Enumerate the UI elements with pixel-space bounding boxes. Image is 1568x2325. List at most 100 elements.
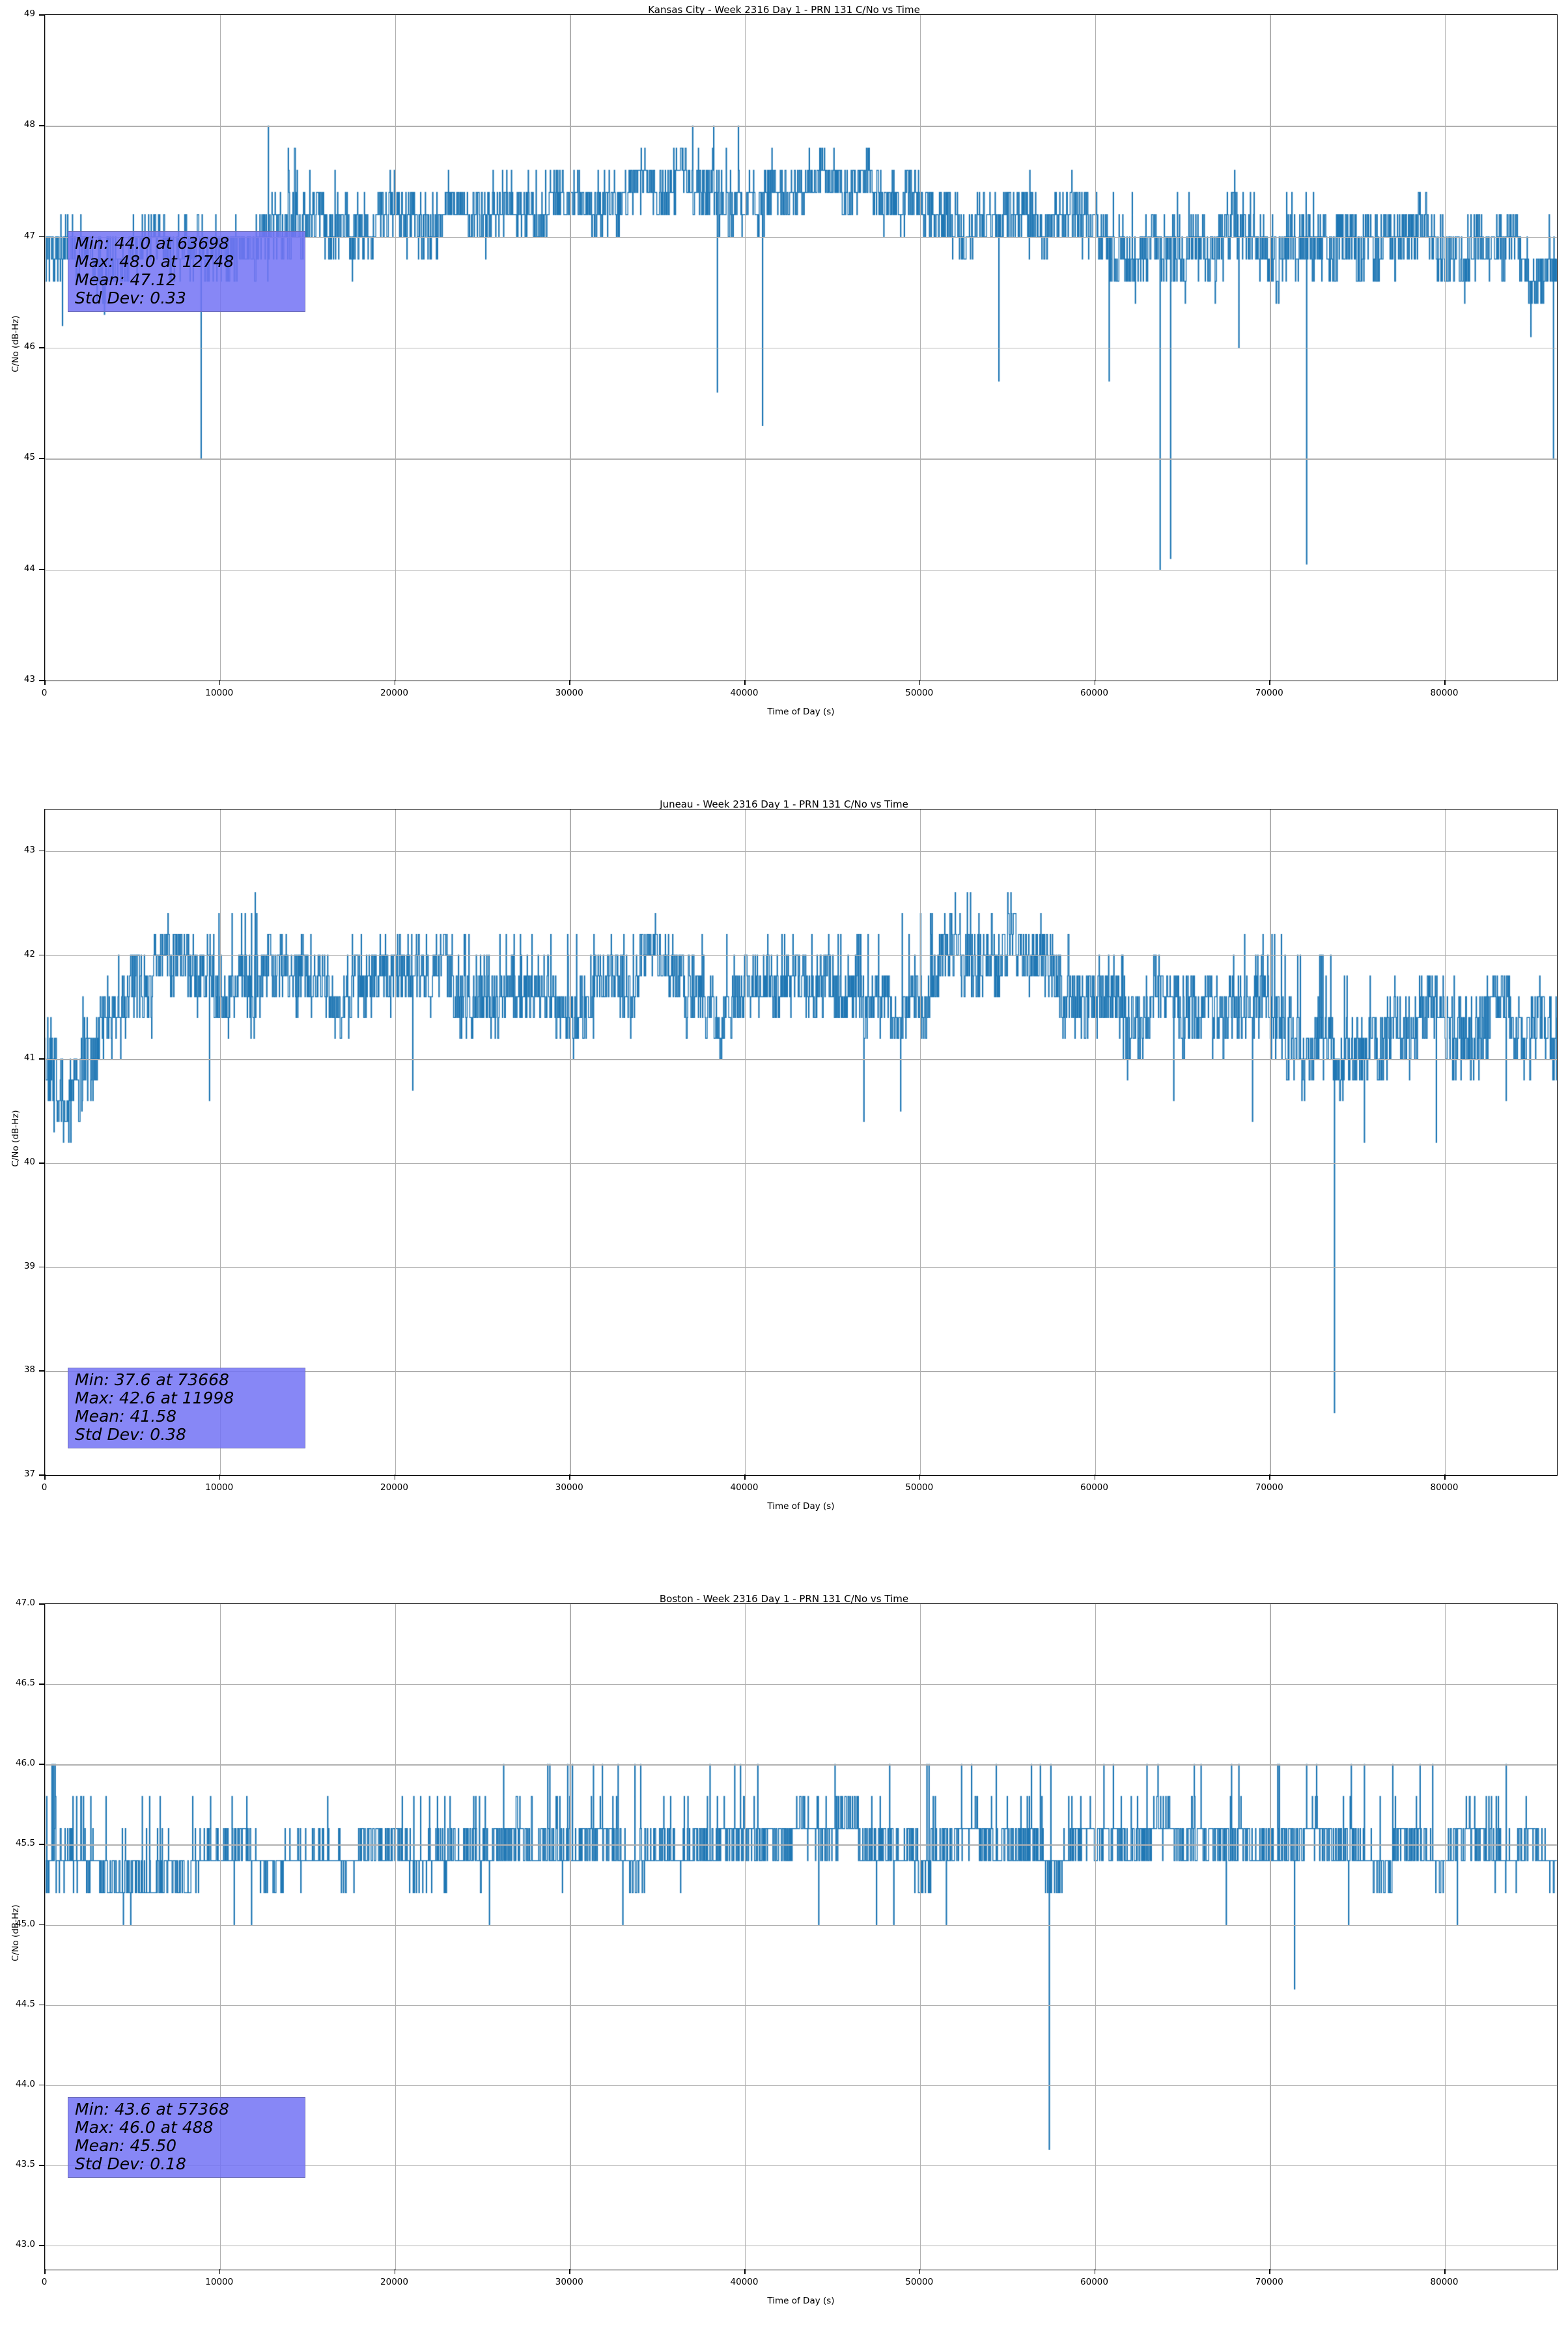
x-tickmark	[394, 680, 396, 685]
y-gridline	[45, 955, 1557, 956]
stats-line: Min: 43.6 at 57368	[75, 2100, 229, 2119]
y-tickmark	[39, 1058, 44, 1060]
y-gridline	[45, 1844, 1557, 1846]
x-gridline	[745, 810, 746, 1475]
y-gridline	[45, 2165, 1557, 2167]
stats-line: Std Dev: 0.33	[75, 289, 186, 307]
x-tick-label: 10000	[205, 2277, 234, 2287]
y-tickmark	[39, 125, 44, 126]
y-axis-label: C/No (dB-Hz)	[10, 1904, 21, 1962]
x-tick-label: 30000	[555, 2277, 583, 2287]
x-axis-label: Time of Day (s)	[767, 707, 835, 717]
stats-line: Std Dev: 0.18	[75, 2154, 186, 2173]
chart-panel-kansas-city: Kansas City - Week 2316 Day 1 - PRN 131 …	[0, 0, 1568, 736]
y-gridline	[45, 1924, 1557, 1926]
x-tick-label: 70000	[1255, 1482, 1283, 1493]
x-gridline	[45, 1604, 46, 2270]
y-tick-label: 45.5	[15, 1838, 35, 1849]
x-axis-label: Time of Day (s)	[767, 2296, 835, 2306]
x-tick-label: 10000	[205, 1482, 234, 1493]
x-gridline	[919, 810, 921, 1475]
y-tick-label: 43	[23, 844, 35, 855]
y-tick-label: 46.5	[15, 1678, 35, 1689]
stats-line: Min: 44.0 at 63698	[75, 234, 229, 253]
x-gridline	[1445, 1604, 1446, 2270]
x-tick-label: 0	[41, 2277, 48, 2287]
x-tickmark	[44, 2269, 46, 2274]
y-tickmark	[39, 2004, 44, 2006]
y-gridline	[45, 1059, 1557, 1060]
x-tick-label: 30000	[555, 688, 583, 698]
chart-title: Kansas City - Week 2316 Day 1 - PRN 131 …	[648, 4, 920, 16]
plot-area	[44, 809, 1558, 1476]
x-tickmark	[569, 2269, 570, 2274]
y-tick-label: 47.0	[15, 1598, 35, 1608]
x-tick-label: 20000	[380, 2277, 408, 2287]
chart-panel-juneau: Juneau - Week 2316 Day 1 - PRN 131 C/No …	[0, 795, 1568, 1530]
y-gridline	[45, 1162, 1557, 1164]
y-gridline	[45, 1684, 1557, 1685]
x-tick-label: 40000	[730, 1482, 759, 1493]
y-tick-label: 49	[23, 8, 35, 19]
x-tick-label: 60000	[1080, 1482, 1108, 1493]
y-gridline	[45, 569, 1557, 571]
y-tick-label: 37	[23, 1469, 35, 1479]
statistics-box: Min: 37.6 at 73668 Max: 42.6 at 11998 Mean…	[68, 1368, 305, 1448]
x-tick-label: 40000	[730, 2277, 759, 2287]
y-tickmark	[39, 1844, 44, 1845]
x-tickmark	[919, 2269, 921, 2274]
x-gridline	[919, 1604, 921, 2270]
x-tickmark	[44, 680, 46, 685]
y-tickmark	[39, 14, 44, 16]
stats-line: Std Dev: 0.38	[75, 1425, 186, 1444]
y-tickmark	[39, 680, 44, 681]
stats-line: Max: 48.0 at 12748	[75, 252, 234, 271]
x-tick-label: 60000	[1080, 688, 1108, 698]
x-gridline	[1095, 810, 1096, 1475]
x-tick-label: 50000	[905, 2277, 934, 2287]
y-tickmark	[39, 2164, 44, 2166]
x-tick-label: 80000	[1430, 1482, 1459, 1493]
y-tick-label: 38	[23, 1364, 35, 1375]
y-tick-label: 44.0	[15, 2078, 35, 2089]
y-tick-label: 46.0	[15, 1758, 35, 1769]
x-tick-label: 40000	[730, 688, 759, 698]
y-tick-label: 39	[23, 1260, 35, 1271]
x-tick-label: 0	[41, 1482, 48, 1493]
y-tickmark	[39, 850, 44, 852]
y-gridline	[45, 851, 1557, 852]
y-tickmark	[39, 1162, 44, 1164]
y-gridline	[45, 1764, 1557, 1766]
y-tick-label: 44	[23, 563, 35, 574]
x-tick-label: 10000	[205, 688, 234, 698]
stats-line: Mean: 45.50	[75, 2136, 177, 2155]
x-tickmark	[1444, 680, 1446, 685]
y-gridline	[45, 2005, 1557, 2006]
y-gridline	[45, 1371, 1557, 1372]
y-tick-label: 46	[23, 341, 35, 352]
x-gridline	[219, 1604, 221, 2270]
chart-title: Juneau - Week 2316 Day 1 - PRN 131 C/No …	[660, 798, 908, 810]
chart-panel-boston: Boston - Week 2316 Day 1 - PRN 131 C/No …	[0, 1589, 1568, 2325]
x-tickmark	[1269, 680, 1270, 685]
x-gridline	[1095, 1604, 1096, 2270]
x-tick-label: 50000	[905, 1482, 934, 1493]
y-tickmark	[39, 2245, 44, 2246]
y-tick-label: 41	[23, 1052, 35, 1064]
y-tickmark	[39, 1266, 44, 1268]
y-tick-label: 40	[23, 1156, 35, 1167]
y-tickmark	[39, 1603, 44, 1605]
x-tickmark	[1094, 680, 1096, 685]
y-gridline	[45, 2085, 1557, 2087]
plot-area	[44, 14, 1558, 681]
x-tick-label: 80000	[1430, 688, 1459, 698]
y-tickmark	[39, 1684, 44, 1685]
y-tickmark	[39, 569, 44, 571]
y-tickmark	[39, 347, 44, 348]
x-tick-label: 20000	[380, 688, 408, 698]
x-tickmark	[919, 680, 921, 685]
y-tick-label: 42	[23, 948, 35, 959]
y-tickmark	[39, 1924, 44, 1926]
x-tickmark	[44, 1474, 46, 1480]
